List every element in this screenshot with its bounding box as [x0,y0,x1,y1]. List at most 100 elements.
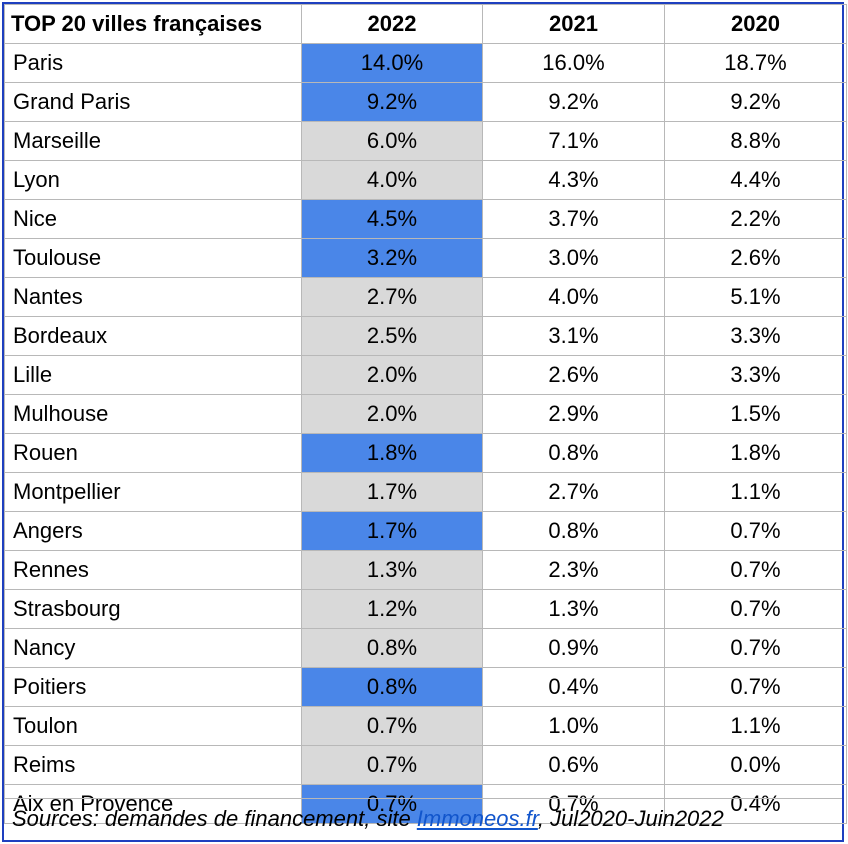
table-row: Toulon 0.7% 1.0% 1.1% [4,706,847,746]
city-cell: Grand Paris [4,82,302,122]
city-cell: Reims [4,745,302,785]
city-cell: Rennes [4,550,302,590]
value-cell-2022: 2.5% [301,316,483,356]
table-row: Reims 0.7% 0.6% 0.0% [4,745,847,785]
value-cell-2020: 1.5% [664,394,847,434]
table-row: Aix en Provence 0.7% 0.7% 0.4% [4,784,847,824]
value-cell-2021: 16.0% [482,43,665,83]
header-row: TOP 20 villes françaises 2022 2021 2020 [4,4,847,44]
city-cell: Mulhouse [4,394,302,434]
value-cell-2021: 1.0% [482,706,665,746]
table-body: Paris 14.0% 16.0% 18.7% Grand Paris 9.2% 9.2% 9… [4,43,847,824]
city-cell: Angers [4,511,302,551]
city-cell: Lille [4,355,302,395]
table-row: Strasbourg 1.2% 1.3% 0.7% [4,589,847,629]
value-cell-2021: 7.1% [482,121,665,161]
value-cell-2022: 0.8% [301,628,483,668]
value-cell-2022: 1.7% [301,472,483,512]
city-share-table: TOP 20 villes françaises 2022 2021 2020 … [4,4,847,824]
value-cell-2020: 0.7% [664,550,847,590]
value-cell-2022: 0.7% [301,745,483,785]
value-cell-2020: 0.7% [664,589,847,629]
table-row: Rennes 1.3% 2.3% 0.7% [4,550,847,590]
source-prefix: Sources: demandes de financement, site [12,806,417,831]
value-cell-2022: 1.7% [301,511,483,551]
table-row: Paris 14.0% 16.0% 18.7% [4,43,847,83]
table-row: Grand Paris 9.2% 9.2% 9.2% [4,82,847,122]
value-cell-2020: 5.1% [664,277,847,317]
value-cell-2020: 2.2% [664,199,847,239]
value-cell-2020: 1.1% [664,472,847,512]
value-cell-2020: 9.2% [664,82,847,122]
table-row: Montpellier 1.7% 2.7% 1.1% [4,472,847,512]
value-cell-2022: 1.8% [301,433,483,473]
city-cell: Montpellier [4,472,302,512]
column-header-2020: 2020 [664,4,847,44]
value-cell-2021: 3.0% [482,238,665,278]
value-cell-2020: 18.7% [664,43,847,83]
city-cell: Nancy [4,628,302,668]
table-row: Marseille 6.0% 7.1% 8.8% [4,121,847,161]
value-cell-2022: 2.0% [301,394,483,434]
city-cell: Lyon [4,160,302,200]
value-cell-2021: 0.8% [482,511,665,551]
city-cell: Marseille [4,121,302,161]
value-cell-2021: 3.7% [482,199,665,239]
value-cell-2020: 0.7% [664,511,847,551]
value-cell-2021: 2.9% [482,394,665,434]
value-cell-2020: 1.1% [664,706,847,746]
table-row: Mulhouse 2.0% 2.9% 1.5% [4,394,847,434]
value-cell-2022: 14.0% [301,43,483,83]
value-cell-2022: 3.2% [301,238,483,278]
city-cell: Paris [4,43,302,83]
value-cell-2020: 3.3% [664,316,847,356]
city-cell: Nantes [4,277,302,317]
value-cell-2022: 2.0% [301,355,483,395]
table-row: Rouen 1.8% 0.8% 1.8% [4,433,847,473]
column-header-2022: 2022 [301,4,483,44]
city-cell: Toulon [4,706,302,746]
value-cell-2021: 2.3% [482,550,665,590]
value-cell-2020: 0.7% [664,667,847,707]
value-cell-2020: 3.3% [664,355,847,395]
value-cell-2021: 1.3% [482,589,665,629]
city-cell: Aix en Provence [4,784,302,824]
table-row: Lille 2.0% 2.6% 3.3% [4,355,847,395]
value-cell-2021: 0.9% [482,628,665,668]
table-row: Lyon 4.0% 4.3% 4.4% [4,160,847,200]
table-row: Toulouse 3.2% 3.0% 2.6% [4,238,847,278]
table-row: Nice 4.5% 3.7% 2.2% [4,199,847,239]
value-cell-2022: 0.8% [301,667,483,707]
value-cell-2020: 0.0% [664,745,847,785]
source-suffix: , Jul2020-Juin2022 [537,806,724,831]
city-cell: Nice [4,199,302,239]
table-row: Nantes 2.7% 4.0% 5.1% [4,277,847,317]
value-cell-2021: 9.2% [482,82,665,122]
value-cell-2021: 0.4% [482,667,665,707]
value-cell-2022: 0.7% [301,784,483,824]
value-cell-2020: 8.8% [664,121,847,161]
value-cell-2020: 0.7% [664,628,847,668]
value-cell-2021: 0.7% [482,784,665,824]
value-cell-2021: 2.6% [482,355,665,395]
column-header-2021: 2021 [482,4,665,44]
city-cell: Rouen [4,433,302,473]
table-row: Angers 1.7% 0.8% 0.7% [4,511,847,551]
value-cell-2021: 4.3% [482,160,665,200]
source-link[interactable]: Immoneos.fr [416,806,538,831]
value-cell-2021: 4.0% [482,277,665,317]
value-cell-2022: 4.5% [301,199,483,239]
value-cell-2020: 0.4% [664,784,847,824]
value-cell-2021: 3.1% [482,316,665,356]
table-row: Nancy 0.8% 0.9% 0.7% [4,628,847,668]
value-cell-2022: 6.0% [301,121,483,161]
city-cell: Toulouse [4,238,302,278]
value-cell-2022: 9.2% [301,82,483,122]
city-cell: Poitiers [4,667,302,707]
value-cell-2022: 2.7% [301,277,483,317]
value-cell-2022: 1.2% [301,589,483,629]
value-cell-2020: 4.4% [664,160,847,200]
value-cell-2021: 0.8% [482,433,665,473]
value-cell-2021: 0.6% [482,745,665,785]
